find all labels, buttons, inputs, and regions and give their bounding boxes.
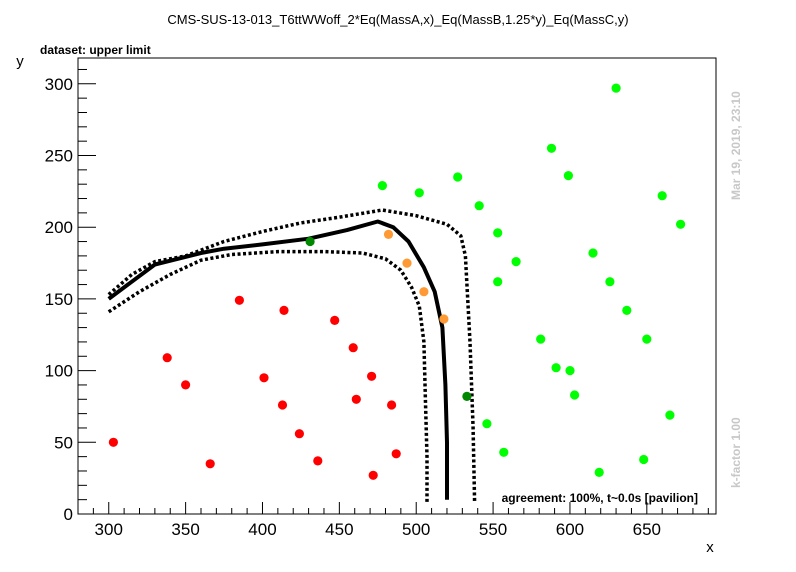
x-tick-label: 400 bbox=[248, 520, 276, 539]
chart-subtitle: dataset: upper limit bbox=[40, 43, 151, 57]
x-tick-label: 550 bbox=[479, 520, 507, 539]
data-point-green bbox=[511, 257, 521, 267]
y-tick-label: 50 bbox=[54, 433, 73, 452]
data-point-red bbox=[391, 449, 401, 459]
data-point-darkgreen bbox=[462, 391, 472, 401]
y-tick-label: 100 bbox=[45, 362, 73, 381]
exclusion-contour-dashed-line bbox=[107, 249, 429, 503]
plot-frame bbox=[77, 57, 717, 515]
data-point-red bbox=[348, 343, 358, 353]
exclusion-contour-line bbox=[107, 219, 449, 500]
data-point-darkgreen bbox=[305, 236, 315, 247]
data-point-green bbox=[536, 334, 546, 344]
kfactor-label: k-factor 1.00 bbox=[729, 417, 743, 488]
data-point-green bbox=[546, 143, 557, 153]
contour-layer bbox=[107, 208, 477, 503]
x-axis-label: x bbox=[706, 539, 714, 556]
data-point-green bbox=[563, 171, 574, 181]
y-tick-label: 200 bbox=[45, 218, 73, 237]
data-point-green bbox=[482, 419, 492, 429]
data-point-red bbox=[367, 371, 377, 381]
y-tick-label: 150 bbox=[45, 290, 73, 309]
data-point-orange bbox=[419, 287, 429, 297]
data-point-red bbox=[108, 437, 118, 447]
data-point-green bbox=[565, 366, 575, 376]
data-point-green bbox=[676, 219, 686, 229]
data-point-orange bbox=[383, 229, 394, 239]
data-point-red bbox=[313, 456, 323, 466]
y-tick-label: 300 bbox=[45, 75, 73, 94]
data-point-red bbox=[279, 305, 289, 315]
exclusion-contour-dashed-line bbox=[107, 208, 477, 503]
x-tick-label: 350 bbox=[171, 520, 199, 539]
data-point-green bbox=[570, 390, 580, 400]
y-tick-label: 0 bbox=[64, 505, 73, 524]
x-tick-label: 450 bbox=[325, 520, 353, 539]
data-point-red bbox=[205, 459, 215, 469]
data-point-orange bbox=[439, 314, 449, 324]
data-point-red bbox=[294, 429, 304, 439]
data-point-red bbox=[181, 380, 191, 390]
x-tick-label: 600 bbox=[556, 520, 584, 539]
x-tick-label: 650 bbox=[633, 520, 661, 539]
data-point-red bbox=[162, 353, 172, 363]
x-tick-label: 500 bbox=[402, 520, 430, 539]
data-point-green bbox=[665, 410, 675, 420]
data-point-green bbox=[657, 191, 667, 201]
data-point-green bbox=[499, 447, 509, 457]
chart-title: CMS-SUS-13-013_T6ttWWoff_2*Eq(MassA,x)_E… bbox=[167, 12, 628, 27]
point-layer bbox=[108, 83, 686, 480]
agreement-label: agreement: 100%, t~0.0s [pavilion] bbox=[502, 491, 698, 505]
data-point-red bbox=[259, 373, 269, 383]
data-point-green bbox=[493, 277, 503, 287]
data-point-green bbox=[414, 188, 424, 198]
y-axis-label: y bbox=[16, 53, 24, 70]
data-point-green bbox=[493, 228, 503, 238]
data-point-red bbox=[351, 394, 361, 404]
tick-layer: 300 350 400 450 500 550 600 650 0 50 100 150 200 250 3… bbox=[45, 68, 709, 539]
data-point-red bbox=[234, 295, 244, 305]
data-point-green bbox=[594, 467, 604, 477]
data-point-green bbox=[605, 277, 615, 287]
data-point-green bbox=[642, 334, 652, 344]
x-tick-label: 300 bbox=[95, 520, 123, 539]
timestamp-label: Mar 19, 2019, 23:10 bbox=[729, 91, 743, 200]
data-point-green bbox=[377, 181, 387, 191]
data-point-green bbox=[639, 454, 649, 465]
data-point-orange bbox=[402, 258, 412, 268]
y-tick-label: 250 bbox=[45, 147, 73, 166]
data-point-green bbox=[474, 201, 484, 211]
data-point-green bbox=[611, 83, 621, 93]
data-point-green bbox=[622, 305, 632, 315]
data-point-red bbox=[277, 400, 288, 410]
data-point-green bbox=[453, 172, 463, 182]
data-point-red bbox=[330, 315, 340, 325]
data-point-red bbox=[387, 400, 397, 410]
data-point-red bbox=[368, 470, 378, 480]
data-point-green bbox=[588, 248, 598, 258]
data-point-green bbox=[551, 363, 561, 373]
